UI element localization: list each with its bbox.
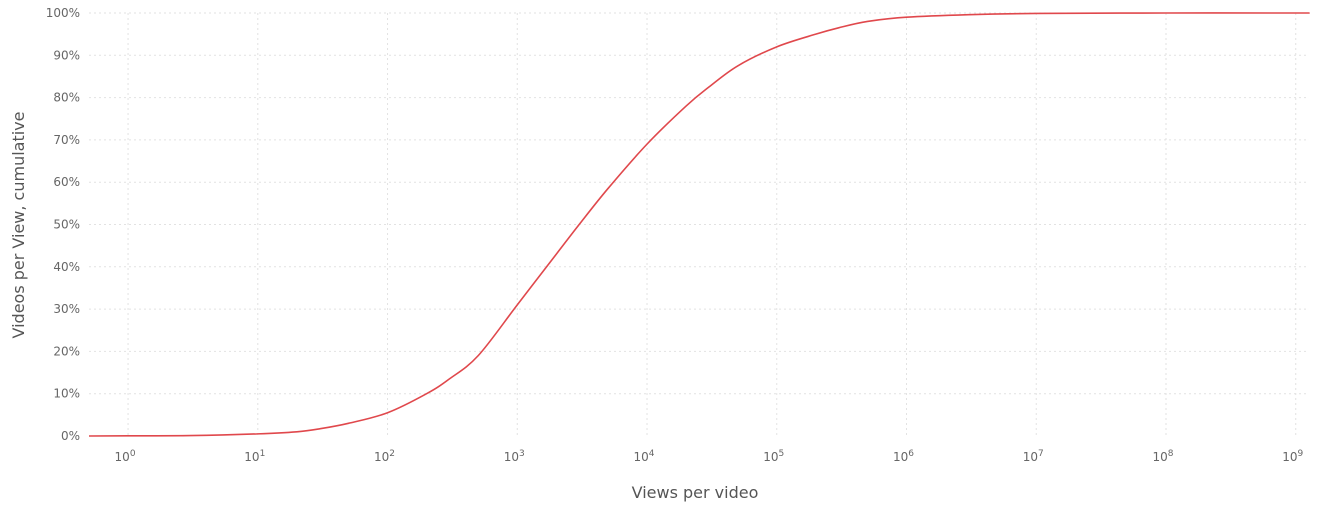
x-tick-label: 104 [634,449,655,464]
y-tick-label: 90% [53,48,80,62]
x-tick-label: 106 [893,449,914,464]
x-tick-exponent: 1 [260,449,266,459]
x-tick-label: 108 [1152,449,1173,464]
x-tick-label: 100 [115,449,136,464]
x-tick-base: 10 [763,450,778,464]
y-axis-ticks: 0% 10% 20% 30% 40% 50% 60% 70% 80% 90% 100% [46,6,80,443]
x-tick-label: 101 [244,449,265,464]
x-tick-base: 10 [374,450,389,464]
y-tick-label: 80% [53,91,80,105]
x-tick-label: 102 [374,449,395,464]
y-tick-label: 60% [53,175,80,189]
x-tick-exponent: 0 [130,449,136,459]
y-axis-title: Videos per View, cumulative [9,112,28,339]
x-axis-ticks: 100 101 102 103 104 105 106 107 108 109 [115,449,1304,464]
x-tick-exponent: 7 [1038,449,1044,459]
x-tick-base: 10 [115,450,130,464]
x-tick-label: 109 [1282,449,1303,464]
y-tick-label: 20% [53,344,80,358]
x-tick-exponent: 3 [519,449,525,459]
x-axis-title: Views per video [632,483,759,502]
y-tick-label: 10% [53,387,80,401]
x-tick-base: 10 [504,450,519,464]
x-tick-exponent: 9 [1298,449,1304,459]
grid [89,12,1306,436]
y-tick-label: 0% [61,429,80,443]
x-tick-base: 10 [244,450,259,464]
y-tick-label: 50% [53,218,80,232]
x-tick-base: 10 [893,450,908,464]
y-tick-label: 30% [53,302,80,316]
y-tick-label: 100% [46,6,80,20]
y-tick-label: 40% [53,260,80,274]
x-tick-base: 10 [1282,450,1297,464]
series-layer [88,12,1310,437]
y-tick-label: 70% [53,133,80,147]
x-tick-base: 10 [1023,450,1038,464]
x-tick-base: 10 [634,450,649,464]
x-tick-exponent: 4 [649,449,655,459]
x-tick-label: 105 [763,449,784,464]
series-line-0 [88,12,1310,437]
x-tick-label: 103 [504,449,525,464]
x-tick-exponent: 2 [389,449,395,459]
x-tick-base: 10 [1152,450,1167,464]
x-tick-exponent: 5 [779,449,785,459]
x-tick-exponent: 8 [1168,449,1174,459]
x-tick-exponent: 6 [908,449,914,459]
x-tick-label: 107 [1023,449,1044,464]
